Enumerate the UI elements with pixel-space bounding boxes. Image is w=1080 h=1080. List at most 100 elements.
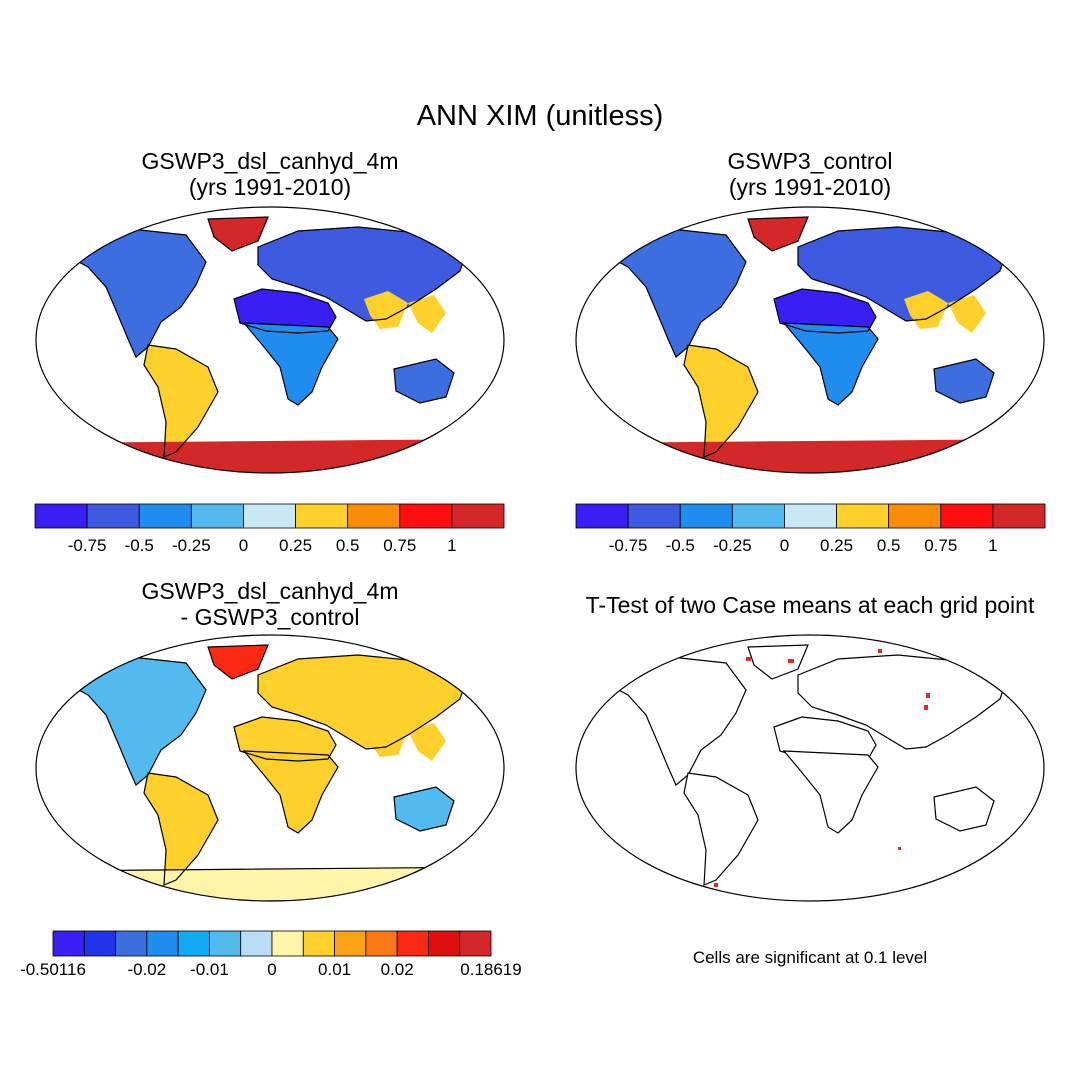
colorbar-label: 0 xyxy=(239,536,248,555)
colorbar-swatch xyxy=(459,930,492,957)
colorbar-label: -0.50116 xyxy=(20,960,86,979)
colorbar-swatch xyxy=(399,503,453,529)
land-antarctica xyxy=(36,439,504,473)
colorbar-swatch xyxy=(347,503,401,529)
colorbar-label: 0.75 xyxy=(383,536,416,555)
colorbar-swatch xyxy=(575,503,629,529)
colorbar-label: 1 xyxy=(447,536,456,555)
colorbar-label: -0.01 xyxy=(190,960,229,979)
colorbar-swatch xyxy=(365,930,398,957)
land-south-america xyxy=(684,345,758,457)
land-south-africa xyxy=(783,750,879,834)
colorbar-label: -0.5 xyxy=(666,536,695,555)
sig-cell xyxy=(878,649,882,653)
significance-note: Cells are significant at 0.1 level xyxy=(692,948,928,967)
colorbar-swatch xyxy=(115,930,148,957)
colorbar-swatch xyxy=(83,930,116,957)
map-3-border xyxy=(35,634,505,902)
colorbar-swatch xyxy=(190,503,244,529)
panel1-title: GSWP3_dsl_canhyd_4m xyxy=(141,148,399,174)
colorbar-swatch xyxy=(428,930,461,957)
sig-cell xyxy=(924,705,928,710)
land-south-america xyxy=(144,773,218,885)
land-antarctica xyxy=(576,439,1044,473)
colorbar-label: -0.02 xyxy=(127,960,166,979)
colorbar-swatch xyxy=(240,930,273,957)
colorbar-swatch xyxy=(396,930,429,957)
map-4 xyxy=(575,634,1045,902)
colorbar-label: -0.25 xyxy=(172,536,211,555)
colorbar-swatch xyxy=(451,503,505,529)
map-2-border xyxy=(575,206,1045,474)
colorbar-label: 0.25 xyxy=(820,536,853,555)
map-4-border xyxy=(575,634,1045,902)
sig-cell xyxy=(898,847,901,850)
colorbar-label: -0.5 xyxy=(125,536,154,555)
colorbar-swatch xyxy=(940,503,994,529)
land-greenland xyxy=(748,217,808,251)
colorbar-swatch xyxy=(836,503,890,529)
land-north-america xyxy=(605,656,747,786)
map-1-border xyxy=(35,206,505,474)
land-north-america xyxy=(66,657,206,785)
colorbar-label: 0.5 xyxy=(877,536,901,555)
land-north-america xyxy=(606,229,746,357)
colorbar-label: 1 xyxy=(988,536,997,555)
colorbar-swatch xyxy=(138,503,192,529)
colorbar-swatch xyxy=(34,503,88,529)
land-antarctica xyxy=(36,867,504,901)
sig-cell xyxy=(788,659,794,663)
colorbar-panel-3: -0.50116 -0.02 -0.01 0 0.01 0.02 0.18619 xyxy=(20,930,522,979)
panel1-subtitle: (yrs 1991-2010) xyxy=(188,174,352,200)
colorbar-swatch xyxy=(86,503,140,529)
colorbar-swatch xyxy=(146,930,179,957)
land-greenland xyxy=(208,217,268,251)
colorbar-label: 0.02 xyxy=(381,960,414,979)
colorbar-swatch xyxy=(209,930,242,957)
colorbar-swatch xyxy=(784,503,837,529)
colorbar-swatch xyxy=(295,503,349,529)
colorbar-swatch xyxy=(243,503,296,529)
map-3 xyxy=(35,634,505,902)
colorbar-panel-1: -0.75 -0.5 -0.25 0 0.25 0.5 0.75 1 xyxy=(34,503,505,555)
colorbar-label: 0 xyxy=(267,960,276,979)
colorbar-label: -0.75 xyxy=(68,536,107,555)
colorbar-swatch xyxy=(992,503,1046,529)
land-greenland xyxy=(747,644,809,680)
colorbar-label: 0.25 xyxy=(279,536,312,555)
sig-cell xyxy=(926,693,930,698)
colorbar-label: 0.75 xyxy=(924,536,957,555)
colorbar-label: 0 xyxy=(780,536,789,555)
panel4-title: T-Test of two Case means at each grid po… xyxy=(585,592,1035,618)
colorbar-swatch xyxy=(52,930,85,957)
panel2-title: GSWP3_control xyxy=(727,148,893,174)
colorbar-swatch xyxy=(627,503,681,529)
land-greenland xyxy=(208,645,268,679)
colorbar-label: 0.18619 xyxy=(460,960,521,979)
land-australia xyxy=(933,786,995,832)
colorbar-swatch xyxy=(888,503,942,529)
figure-title: ANN XIM (unitless) xyxy=(416,100,664,132)
map-1 xyxy=(35,206,505,474)
land-south-america xyxy=(683,772,759,886)
map-2 xyxy=(575,206,1045,474)
coastlines xyxy=(605,644,1009,886)
panel3-title: GSWP3_dsl_canhyd_4m xyxy=(141,578,399,604)
colorbar-label: 0.5 xyxy=(336,536,360,555)
colorbar-label: -0.75 xyxy=(609,536,648,555)
colorbar-swatch xyxy=(679,503,733,529)
colorbar-panel-2: -0.75 -0.5 -0.25 0 0.25 0.5 0.75 1 xyxy=(575,503,1046,555)
colorbar-label: 0.01 xyxy=(318,960,351,979)
colorbar-swatch xyxy=(334,930,367,957)
sig-cell xyxy=(746,657,751,661)
land-north-america xyxy=(66,229,206,357)
panel3-subtitle: - GSWP3_control xyxy=(180,604,360,630)
sig-cell xyxy=(714,883,718,887)
sig-cell xyxy=(650,649,654,653)
colorbar-swatch xyxy=(177,930,210,957)
land-south-america xyxy=(144,345,218,457)
colorbar-label: -0.25 xyxy=(713,536,752,555)
colorbar-swatch xyxy=(302,930,335,957)
colorbar-swatch xyxy=(271,930,304,957)
